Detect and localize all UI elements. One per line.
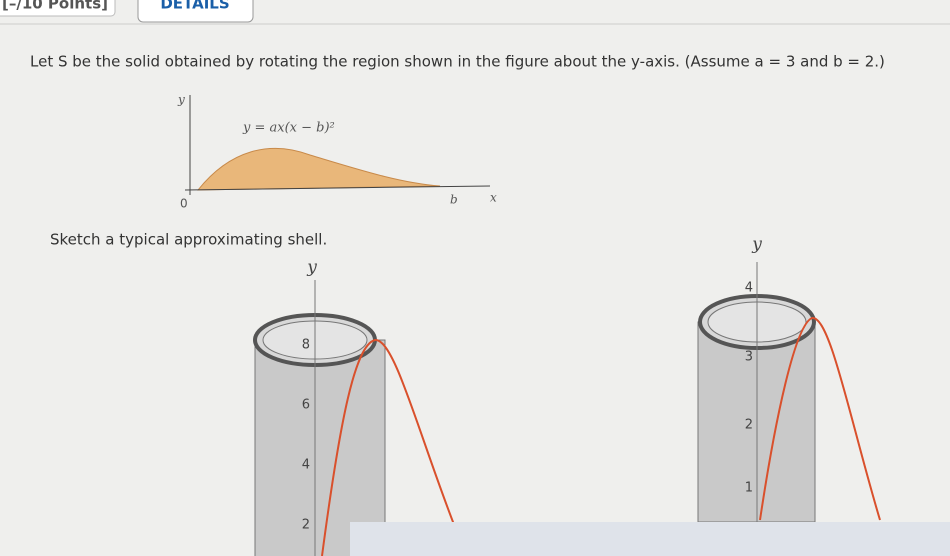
right-axis-label: y — [751, 235, 762, 255]
x-axis — [184, 185, 491, 191]
taskbar — [350, 522, 950, 556]
right-tick: 2 — [745, 418, 753, 433]
right-tick: 3 — [745, 350, 753, 365]
origin-label: 0 — [180, 197, 188, 211]
left-axis-label: y — [306, 258, 317, 278]
points-box — [0, 0, 116, 17]
details[interactable]: DETAILS — [160, 0, 229, 13]
left-tick: 2 — [302, 518, 310, 533]
right-tick: 4 — [745, 281, 753, 296]
left-shell — [254, 339, 386, 556]
prompt: Sketch a typical approximating shell. — [50, 231, 327, 249]
left-tick: 4 — [302, 458, 310, 473]
y-axis-label: y — [177, 93, 185, 107]
right-curve — [759, 317, 881, 521]
region — [196, 148, 441, 191]
right-tick: 1 — [745, 481, 753, 496]
x-axis-label: x — [490, 191, 497, 205]
b-label: b — [450, 193, 458, 207]
points: [–/10 Points] — [2, 0, 108, 13]
problem-text: Let S be the solid obtained by rotating … — [30, 53, 885, 71]
details-button[interactable] — [137, 0, 254, 23]
equation: y = ax(x − b)² — [242, 121, 335, 136]
left-tick: 8 — [302, 338, 310, 353]
left-curve — [321, 338, 461, 556]
left-tick: 6 — [302, 398, 310, 413]
